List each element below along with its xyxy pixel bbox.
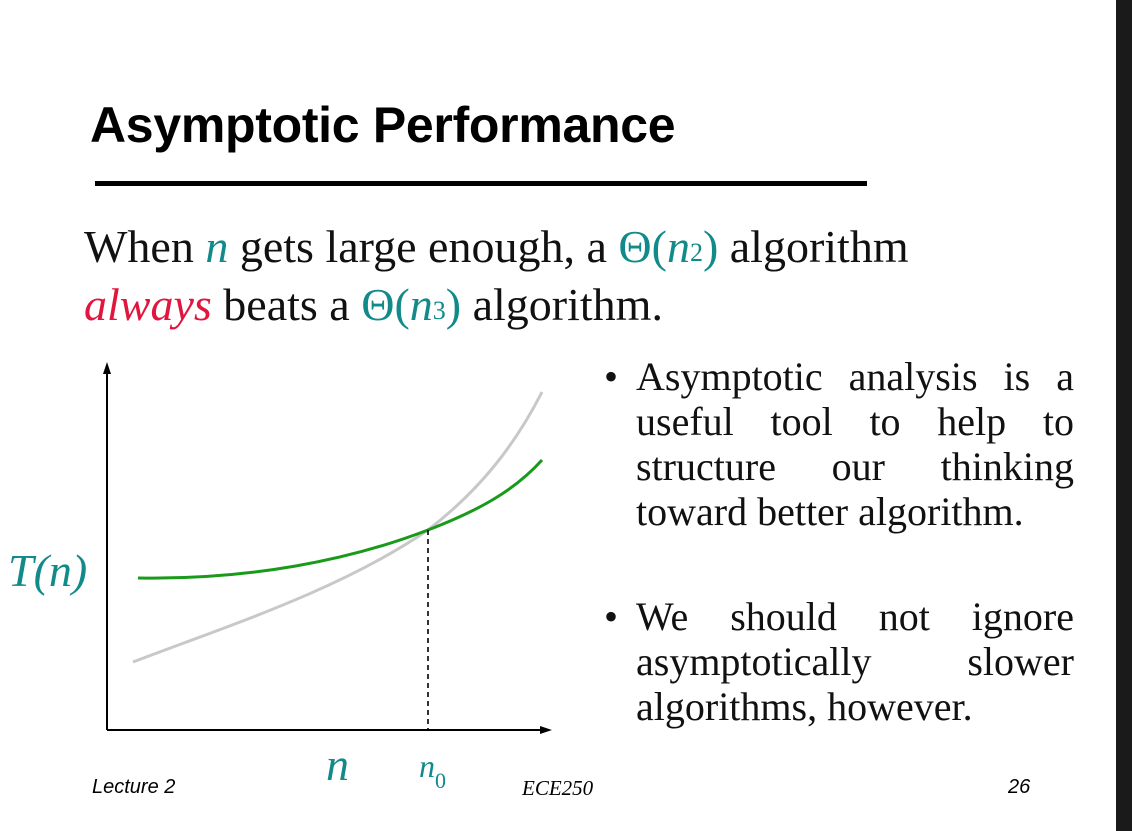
crossover-subscript: 0 [435,768,446,794]
slide-title: Asymptotic Performance [90,97,676,153]
theta-var: n [409,279,433,330]
theta-n3: Θ(n3) [361,279,461,330]
n3-curve [132,391,544,664]
main-statement: When n gets large enough, a Θ(n2) algori… [84,218,1044,334]
n2-curve [137,458,544,580]
statement-part1: When [84,221,206,272]
crossover-var: n [419,748,435,784]
x-axis-arrow-icon [540,726,552,734]
var-n: n [205,221,229,272]
theta-exponent: 3 [432,296,446,325]
bullet-marker: • [604,594,619,639]
x-axis-label: n [326,739,349,790]
theta-exponent: 2 [689,238,703,267]
footer-page-number: 26 [1008,776,1031,798]
statement-part3: algorithm [718,221,909,272]
bullet-text: We should not ignore asymptotically slow… [636,594,1074,729]
y-axis-label: T(n) [8,545,88,596]
footer-course: ECE250 [522,776,594,800]
theta-close: ) [702,221,719,272]
bullet-marker: • [604,354,619,399]
y-axis-arrow-icon [103,362,111,374]
statement-part5: algorithm. [461,279,663,330]
theta-n2: Θ(n2) [618,221,718,272]
bullet-list: • Asymptotic analysis is a useful tool t… [604,354,1074,729]
theta-close: ) [445,279,462,330]
theta-open: Θ( [618,221,667,272]
bullet-text: Asymptotic analysis is a useful tool to … [636,354,1074,534]
theta-var: n [666,221,690,272]
theta-open: Θ( [361,279,410,330]
statement-part4: beats a [211,279,362,330]
footer-lecture: Lecture 2 [92,776,176,798]
bullet-item: • Asymptotic analysis is a useful tool t… [604,354,1074,534]
growth-graph [103,362,552,734]
bullet-item: • We should not ignore asymptotically sl… [604,594,1074,729]
statement-part2: gets large enough, a [228,221,619,272]
title-underline [95,181,867,186]
window-scrollbar[interactable] [1116,0,1132,831]
crossover-label: n0 [419,748,446,794]
emphasis-always: always [84,279,212,330]
